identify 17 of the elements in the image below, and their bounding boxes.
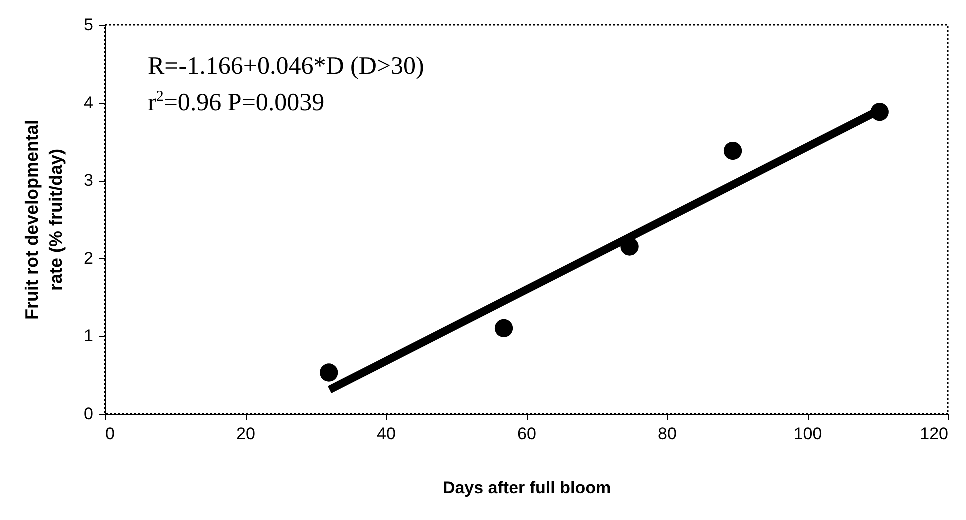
y-tick-label: 4 [84,93,94,112]
y-tick-label: 3 [84,171,94,190]
x-tick-label: 120 [920,424,948,444]
y-tick-label: 5 [84,16,94,34]
x-tick-label: 40 [377,424,396,444]
y-tick-label: 1 [84,326,94,346]
x-axis-title: Days after full bloom [442,478,612,498]
x-tick-label: 0 [106,424,115,444]
y-axis-title: Fruit rot developmental rate (% fruit/day) [22,120,66,320]
annotation: R=-1.166+0.046*D (D>30) [148,52,424,82]
x-tick-label: 60 [518,424,536,444]
x-tick-label: 80 [658,424,677,444]
y-tick-label: 2 [84,248,94,268]
annotation: r$^{2}$=0.96 P=0.0039 [148,88,326,118]
y-tick-label: 0 [84,404,94,424]
x-tick-label: 20 [236,424,256,444]
x-tick-label: 100 [794,424,822,444]
